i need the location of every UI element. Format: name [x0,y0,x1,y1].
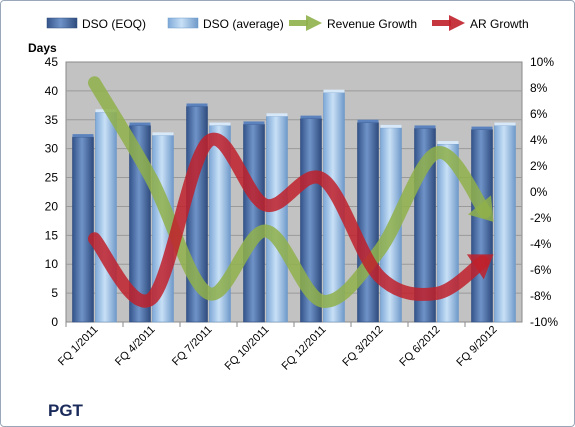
bar-top-dso-eoq-fq-1-2011 [72,134,94,138]
legend-item-dso-average: DSO (average) [167,17,284,31]
right-tick-label: -4% [530,237,552,251]
legend-label-revenue-growth: Revenue Growth [327,17,417,31]
bar-top-dso-eoq-fq-7-2011 [186,103,208,107]
bar-top-dso-average-fq-10-2011 [266,113,288,117]
left-tick-label: 40 [45,84,59,98]
right-tick-label: 4% [530,133,548,147]
legend-label-dso-eoq: DSO (EOQ) [82,17,146,31]
left-tick-label: 30 [45,142,59,156]
bar-top-dso-average-fq-4-2011 [152,132,174,136]
bar-top-dso-average-fq-7-2011 [209,122,231,126]
right-tick-label: 0% [530,185,548,199]
legend: DSO (EOQ) DSO (average) Revenue Growth A… [46,15,529,31]
right-tick-label: -2% [530,211,552,225]
left-tick-label: 20 [45,199,59,213]
left-tick-label: 35 [45,113,59,127]
bar-dso-eoq-fq-3-2012 [357,122,379,323]
legend-item-ar-growth: AR Growth [432,15,529,31]
bar-dso-eoq-fq-1-2011 [72,136,94,323]
right-tick-label: -10% [530,315,558,329]
bar-dso-average-fq-9-2012 [494,125,516,323]
x-tick-label: FQ 4/2011 [113,324,158,369]
legend-label-dso-average: DSO (average) [203,17,284,31]
right-tick-label: 8% [530,81,548,95]
left-tick-label: 25 [45,171,59,185]
right-axis-ticks: -10% -8% -6% -4% -2% 0% 2% 4% 6% 8% 10% [530,55,558,329]
bar-top-dso-eoq-fq-9-2012 [471,126,493,130]
bar-dso-eoq-fq-10-2011 [243,124,265,323]
right-tick-label: 10% [530,55,554,69]
bar-top-dso-average-fq-6-2012 [437,141,459,145]
legend-swatch-dso-average [167,17,199,29]
legend-swatch-dso-eoq [46,17,78,29]
x-tick-label: FQ 1/2011 [56,324,101,369]
company-label: PGT [48,401,84,420]
growth-lines [88,76,494,308]
bar-top-dso-average-fq-9-2012 [494,122,516,126]
x-tick-label: FQ 7/2011 [170,324,215,369]
legend-label-ar-growth: AR Growth [470,17,529,31]
left-tick-label: 15 [45,228,59,242]
bar-dso-eoq-fq-9-2012 [471,129,493,323]
left-tick-label: 0 [51,315,58,329]
x-tick-label: FQ 10/2011 [223,324,272,373]
legend-item-revenue-growth: Revenue Growth [289,15,417,31]
legend-item-dso-eoq: DSO (EOQ) [46,17,146,31]
line-ar-growth [88,132,490,308]
bar-top-dso-eoq-fq-12-2011 [300,115,322,119]
x-tick-label: FQ 12/2011 [280,324,329,373]
legend-arrowhead-revenue-growth [306,15,322,31]
right-tick-label: 2% [530,159,548,173]
right-tick-label: 6% [530,107,548,121]
legend-arrowhead-ar-growth [449,15,465,31]
bar-top-dso-eoq-fq-3-2012 [357,119,379,123]
bar-dso-average-fq-1-2011 [95,111,117,323]
left-tick-label: 5 [51,286,58,300]
left-tick-label: 10 [45,257,59,271]
line-revenue-growth [88,76,492,308]
x-tick-label: FQ 3/2012 [340,324,385,369]
x-tick-label: FQ 9/2012 [454,324,499,369]
arrowhead-ar-growth [466,254,494,280]
bar-top-dso-eoq-fq-4-2011 [129,122,151,126]
left-axis-title: Days [28,41,57,55]
left-tick-label: 45 [45,55,59,69]
bar-top-dso-eoq-fq-10-2011 [243,121,265,125]
arrowhead-revenue-growth [467,195,494,222]
right-tick-label: -6% [530,263,552,277]
left-axis-ticks: 0 5 10 15 20 25 30 35 40 45 [45,55,59,329]
bar-top-dso-average-fq-12-2011 [323,89,345,93]
x-axis-ticks: FQ 1/2011 FQ 4/2011 FQ 7/2011 FQ 10/2011 FQ … [56,322,500,373]
bar-top-dso-eoq-fq-6-2012 [414,125,436,129]
bar-top-dso-average-fq-3-2012 [380,124,402,128]
right-tick-label: -8% [530,289,552,303]
bar-dso-average-fq-10-2011 [266,116,288,323]
x-tick-label: FQ 6/2012 [397,324,442,369]
